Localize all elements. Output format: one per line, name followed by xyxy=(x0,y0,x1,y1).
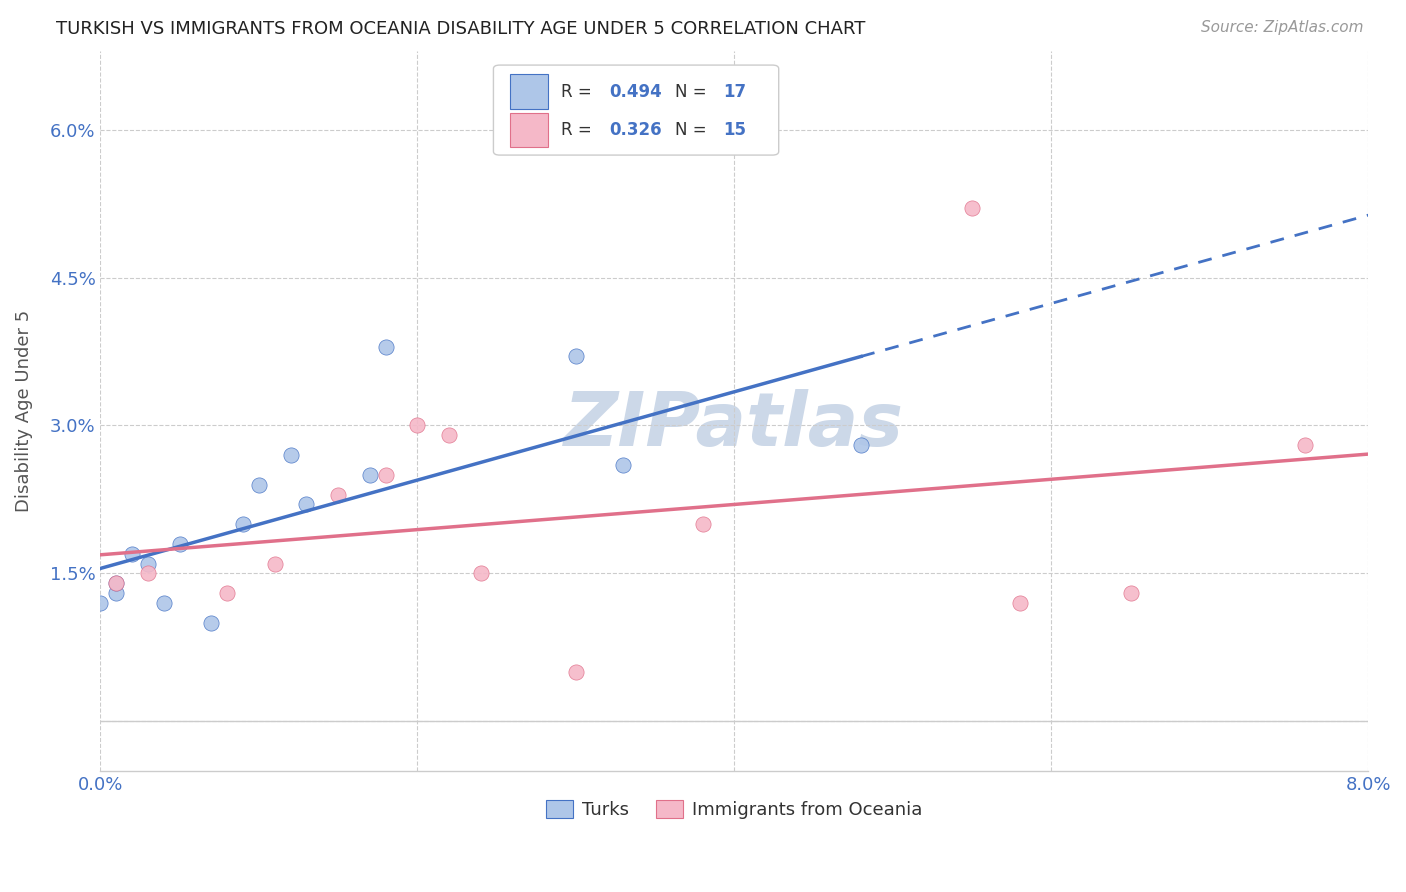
Point xyxy=(692,517,714,532)
Text: 15: 15 xyxy=(723,121,747,139)
Point xyxy=(1008,596,1031,610)
Point xyxy=(200,615,222,630)
Text: TURKISH VS IMMIGRANTS FROM OCEANIA DISABILITY AGE UNDER 5 CORRELATION CHART: TURKISH VS IMMIGRANTS FROM OCEANIA DISAB… xyxy=(56,20,866,37)
Point xyxy=(326,487,349,501)
Point xyxy=(1119,586,1142,600)
Point xyxy=(374,340,396,354)
Point xyxy=(374,467,396,482)
Text: R =: R = xyxy=(561,83,596,101)
Point xyxy=(280,448,302,462)
Text: N =: N = xyxy=(675,83,711,101)
Point xyxy=(232,517,254,532)
Point xyxy=(105,586,128,600)
Text: 17: 17 xyxy=(723,83,747,101)
Point xyxy=(612,458,634,472)
Point xyxy=(263,557,285,571)
FancyBboxPatch shape xyxy=(494,65,779,155)
Text: R =: R = xyxy=(561,121,596,139)
Point xyxy=(105,576,128,591)
Point xyxy=(136,557,159,571)
Text: ZIPatlas: ZIPatlas xyxy=(564,389,904,461)
Point xyxy=(105,576,128,591)
Point xyxy=(217,586,239,600)
Point xyxy=(359,467,381,482)
Bar xyxy=(510,74,548,109)
Point xyxy=(1294,438,1316,452)
Text: Source: ZipAtlas.com: Source: ZipAtlas.com xyxy=(1201,20,1364,35)
Point xyxy=(121,547,143,561)
Y-axis label: Disability Age Under 5: Disability Age Under 5 xyxy=(15,310,32,512)
Point xyxy=(169,537,191,551)
Point xyxy=(136,566,159,581)
Point xyxy=(89,596,111,610)
Text: 0.494: 0.494 xyxy=(609,83,662,101)
Point xyxy=(152,596,174,610)
Point xyxy=(565,665,588,679)
Text: N =: N = xyxy=(675,121,711,139)
Point xyxy=(406,418,429,433)
Point xyxy=(437,428,460,442)
Point xyxy=(247,477,270,491)
Bar xyxy=(510,112,548,147)
Text: 0.326: 0.326 xyxy=(609,121,661,139)
Point xyxy=(470,566,492,581)
Point xyxy=(295,497,318,511)
Legend: Turks, Immigrants from Oceania: Turks, Immigrants from Oceania xyxy=(538,793,929,827)
Point xyxy=(960,202,983,216)
Point xyxy=(849,438,872,452)
Point xyxy=(565,350,588,364)
